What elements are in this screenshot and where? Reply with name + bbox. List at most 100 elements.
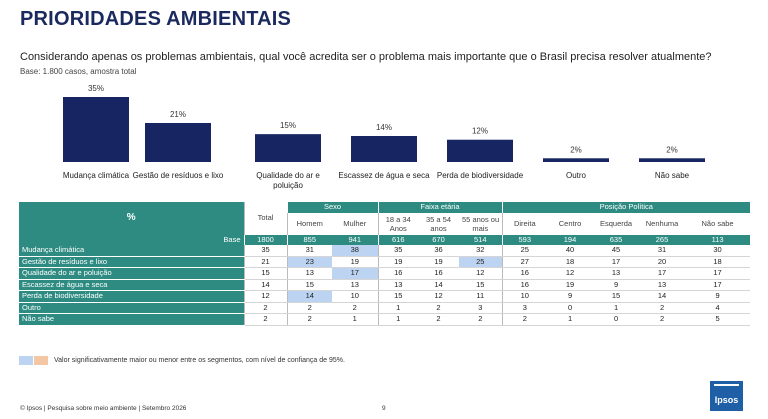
category-label-0: Mudança climática xyxy=(63,171,130,180)
cell-value: 15 xyxy=(243,267,287,280)
table-row: Gestão de resíduos e lixo 21 23 19 19 19 25 27 1… xyxy=(19,256,751,268)
sub-header-line: Anos xyxy=(389,223,407,233)
cell-value: 19 xyxy=(418,256,460,268)
base-row: Base 1800 855 941 616 670 514 593 194 635 265 113 xyxy=(19,234,751,245)
cell-value: 25 xyxy=(501,245,548,257)
cell-value: 36 xyxy=(418,245,460,257)
sub-header-2-4: Não sabe xyxy=(685,212,751,235)
cell-value: 12 xyxy=(547,267,594,280)
footer-text: © Ipsos | Pesquisa sobre meio ambiente |… xyxy=(20,405,187,412)
base-value: 514 xyxy=(459,234,503,245)
row-label: Outro xyxy=(19,302,244,314)
cell-value: 16 xyxy=(377,267,419,280)
survey-question: Considerando apenas os problemas ambient… xyxy=(20,51,712,63)
value-label-5: 2% xyxy=(570,145,582,154)
cell-value: 17 xyxy=(593,256,640,268)
pct-header: % xyxy=(19,202,244,235)
cell-value: 17 xyxy=(685,267,751,280)
sub-header-line: 55 anos ou xyxy=(462,214,500,224)
cell-value: 27 xyxy=(501,256,548,268)
cell-value: 18 xyxy=(547,256,594,268)
cell-value: 32 xyxy=(459,245,503,257)
cell-value: 16 xyxy=(501,279,548,291)
category-label-4: Perda de biodiversidade xyxy=(437,171,524,180)
cell-value: 35 xyxy=(377,245,419,257)
cell-value: 2 xyxy=(418,302,460,314)
cell-value: 2 xyxy=(286,313,332,326)
value-label-1: 21% xyxy=(170,110,186,119)
bar-chart: 35% Mudança climática 21% Gestão de resíduo… xyxy=(63,84,705,190)
cell-value: 16 xyxy=(501,267,548,280)
cell-value: 11 xyxy=(459,290,503,303)
sub-header-line: Mulher xyxy=(343,219,367,228)
cell-value: 14 xyxy=(286,290,332,303)
cell-value: 17 xyxy=(639,267,686,280)
cell-value: 15 xyxy=(593,290,640,303)
cell-value: 12 xyxy=(459,267,503,280)
category-label-2-line-0: Qualidade do ar e xyxy=(256,171,320,180)
cell-value: 35 xyxy=(243,245,287,257)
cell-value: 10 xyxy=(501,290,548,303)
table-row: Qualidade do ar e poluição 15 13 17 16 16 12 16… xyxy=(19,267,751,280)
cell-value: 1 xyxy=(547,313,594,326)
cell-value: 1 xyxy=(377,313,419,326)
category-label-2-line-1: poluição xyxy=(273,181,303,190)
cell-value: 40 xyxy=(547,245,594,257)
cell-value: 2 xyxy=(243,313,287,326)
cell-value: 4 xyxy=(685,302,751,314)
bar-2 xyxy=(255,134,321,162)
sub-header-line: Centro xyxy=(558,219,582,228)
sub-header-2-0: Direita xyxy=(501,212,548,235)
row-label: Perda de biodiversidade xyxy=(19,290,244,303)
cell-value: 0 xyxy=(593,313,640,326)
cell-value: 3 xyxy=(459,302,503,314)
base-note: Base: 1.800 casos, amostra total xyxy=(20,67,137,76)
cell-value: 2 xyxy=(639,313,686,326)
table-row: Não sabe 2 2 1 1 2 2 2 1 0 2 5 xyxy=(19,313,751,326)
sub-header-line: Homem xyxy=(296,219,323,228)
sub-header-row: Homem Mulher 18 a 34 Anos 35 a 54 anos 55 anos… xyxy=(19,212,751,235)
base-value: 265 xyxy=(639,234,686,245)
page-number: 9 xyxy=(382,405,386,412)
table-body: Base 1800 855 941 616 670 514 593 194 635 265 113 Mu… xyxy=(19,234,751,326)
table-row: Escassez de água e seca 14 15 13 13 14 15 16 19 9… xyxy=(19,279,751,291)
base-value: 113 xyxy=(685,234,751,245)
cell-value: 17 xyxy=(685,279,751,291)
sub-header-0-0: Homem xyxy=(286,212,332,235)
cell-value: 9 xyxy=(593,279,640,291)
row-label: Mudança climática xyxy=(19,245,244,257)
cell-value: 14 xyxy=(639,290,686,303)
cell-value: 16 xyxy=(418,267,460,280)
results-table-wrapper: % Total Sexo Faixa etária Posição Políti… xyxy=(19,202,751,326)
sub-header-line: 18 a 34 xyxy=(385,214,411,224)
significance-legend: Valor significativamente maior ou menor … xyxy=(19,356,345,365)
cell-value: 12 xyxy=(243,290,287,303)
cell-value: 14 xyxy=(243,279,287,291)
legend-swatch-orange xyxy=(34,356,48,365)
cell-value: 18 xyxy=(685,256,751,268)
cell-value: 9 xyxy=(685,290,751,303)
value-label-0: 35% xyxy=(88,84,104,93)
sub-header-1-2: 55 anos ou mais xyxy=(459,212,503,235)
category-label-1: Gestão de resíduos e lixo xyxy=(133,171,224,180)
total-header: Total xyxy=(243,202,287,235)
cell-value: 5 xyxy=(685,313,751,326)
category-label-3: Escassez de água e seca xyxy=(338,171,430,180)
cell-value: 1 xyxy=(332,313,379,326)
cell-value: 2 xyxy=(332,302,379,314)
page-title: PRIORIDADES AMBIENTAIS xyxy=(20,8,292,30)
cell-value: 31 xyxy=(639,245,686,257)
cell-value: 19 xyxy=(547,279,594,291)
sub-header-0-1: Mulher xyxy=(332,212,379,235)
category-label-6: Não sabe xyxy=(655,171,690,180)
row-label: Escassez de água e seca xyxy=(19,279,244,291)
cell-value: 1 xyxy=(377,302,419,314)
cell-value: 13 xyxy=(593,267,640,280)
base-value: 616 xyxy=(377,234,419,245)
row-label: Qualidade do ar e poluição xyxy=(19,267,244,280)
sub-header-2-2: Esquerda xyxy=(593,212,640,235)
cell-value: 45 xyxy=(593,245,640,257)
cell-value: 13 xyxy=(377,279,419,291)
logo-mark xyxy=(714,384,739,386)
value-label-3: 14% xyxy=(376,123,392,132)
